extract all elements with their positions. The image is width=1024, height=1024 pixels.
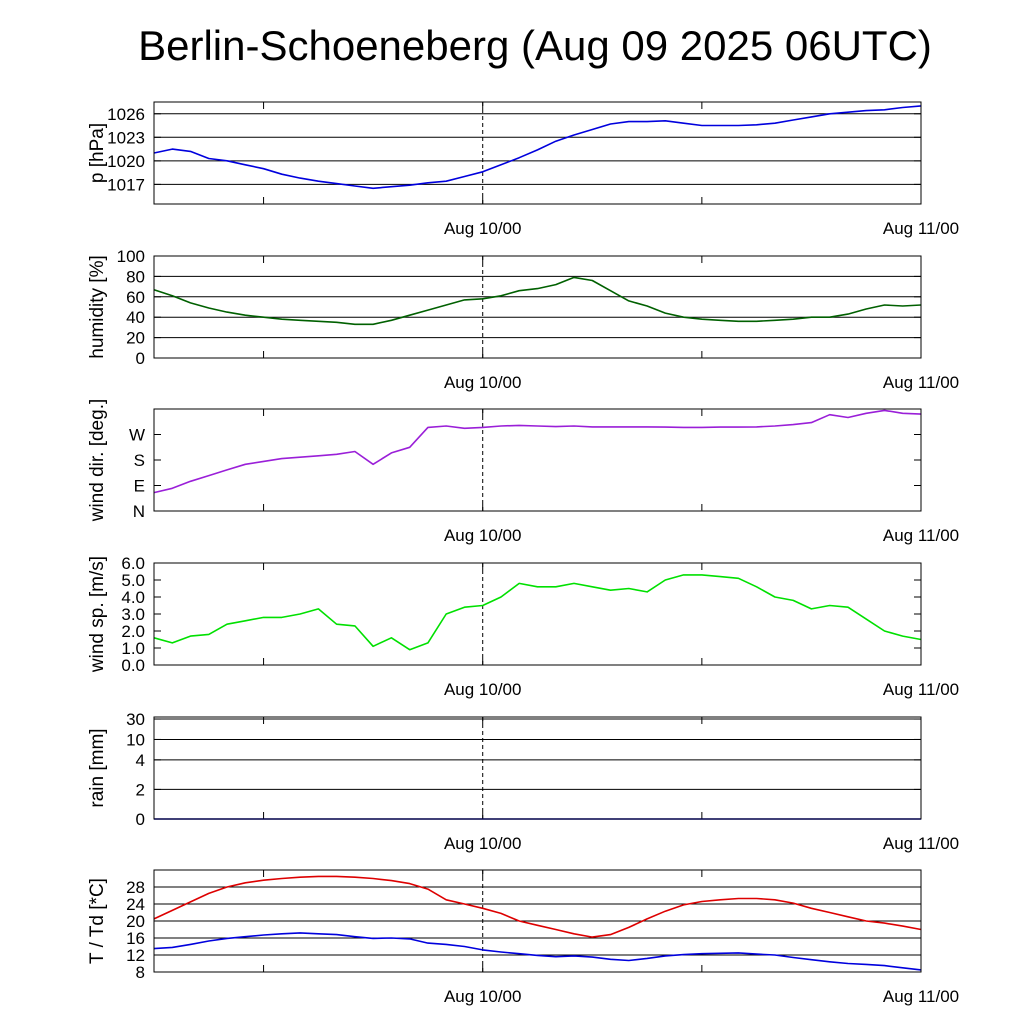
- y-tick-label: 5.0: [121, 571, 145, 590]
- y-tick-label: 1023: [107, 128, 145, 147]
- series-line: [153, 276, 922, 326]
- y-axis-label: wind dir. [deg.]: [87, 399, 108, 523]
- y-tick-label: 40: [126, 308, 145, 327]
- y-tick-label: 60: [126, 288, 145, 307]
- panel-0: 1017 1020 1023 1026 Aug 10/00 Aug 11/00 p [hPa…: [87, 101, 959, 238]
- series-line: [153, 932, 922, 971]
- y-tick-label: 20: [126, 912, 145, 931]
- y-tick-label: S: [134, 451, 145, 470]
- plot-frame: [153, 716, 922, 820]
- x-tick-label: Aug 11/00: [883, 219, 959, 238]
- x-tick-label: Aug 10/00: [444, 526, 522, 545]
- y-tick-label: 10: [126, 730, 145, 749]
- plot-frame: [153, 408, 922, 512]
- y-tick-label: 4.0: [121, 588, 145, 607]
- y-tick-label: 1026: [107, 105, 145, 124]
- y-tick-label: 16: [126, 929, 145, 948]
- y-axis-label: wind sp. [m/s]: [87, 556, 108, 673]
- y-axis-label: T / Td [*C]: [87, 878, 108, 964]
- chart-title: Berlin-Schoeneberg (Aug 09 2025 06UTC): [138, 22, 932, 69]
- y-axis-label: humidity [%]: [87, 255, 108, 358]
- y-tick-label: N: [133, 502, 145, 521]
- panel-3: 0.01.02.03.04.05.06.0 Aug 10/00 Aug 11/00 w…: [87, 554, 959, 699]
- y-tick-label: 0: [136, 810, 145, 829]
- y-tick-label: 1.0: [121, 639, 145, 658]
- y-tick-label: 28: [126, 878, 145, 897]
- y-tick-label: 12: [126, 946, 145, 965]
- series-line: [153, 105, 922, 190]
- x-tick-label: Aug 10/00: [444, 680, 522, 699]
- x-tick-label: Aug 10/00: [444, 987, 522, 1006]
- y-tick-label: 20: [126, 329, 145, 348]
- plot-frame: [153, 101, 922, 205]
- y-tick-label: 6.0: [121, 554, 145, 573]
- y-axis-label: p [hPa]: [87, 123, 108, 183]
- x-tick-label: Aug 11/00: [883, 680, 959, 699]
- x-tick-label: Aug 10/00: [444, 219, 522, 238]
- series-line: [153, 409, 922, 494]
- y-tick-label: 2.0: [121, 622, 145, 641]
- y-tick-label: 100: [117, 247, 145, 266]
- x-tick-label: Aug 11/00: [883, 834, 959, 853]
- y-tick-label: 1017: [107, 175, 145, 194]
- y-tick-label: W: [129, 426, 145, 445]
- y-tick-label: 2: [136, 780, 145, 799]
- x-tick-label: Aug 11/00: [883, 987, 959, 1006]
- y-tick-label: E: [134, 477, 145, 496]
- y-tick-label: 24: [126, 895, 145, 914]
- y-tick-label: 0.0: [121, 656, 145, 675]
- x-tick-label: Aug 10/00: [444, 373, 522, 392]
- plot-frame: [153, 869, 922, 973]
- y-tick-label: 8: [136, 963, 145, 982]
- x-tick-label: Aug 11/00: [883, 373, 959, 392]
- plot-frame: [153, 255, 922, 359]
- y-axis-label: rain [mm]: [87, 728, 108, 807]
- plot-frame: [153, 562, 922, 666]
- y-tick-label: 0: [136, 349, 145, 368]
- series-line: [153, 574, 922, 651]
- x-tick-label: Aug 11/00: [883, 526, 959, 545]
- y-tick-label: 1020: [107, 152, 145, 171]
- y-tick-label: 4: [136, 751, 145, 770]
- y-tick-label: 80: [126, 267, 145, 286]
- series-line: [153, 875, 922, 938]
- y-tick-label: 30: [126, 710, 145, 729]
- y-tick-label: 3.0: [121, 605, 145, 624]
- x-tick-label: Aug 10/00: [444, 834, 522, 853]
